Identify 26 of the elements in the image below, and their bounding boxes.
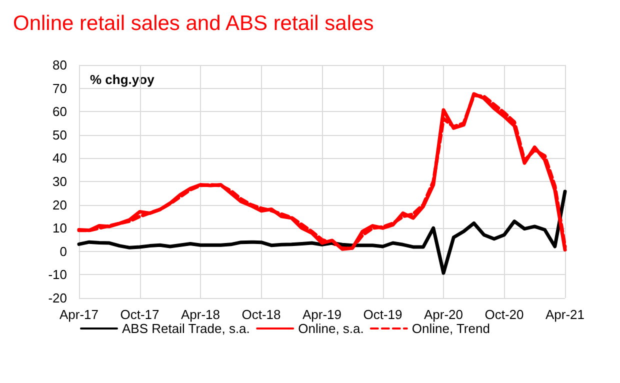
y-axis-title: % chg.yoy xyxy=(90,72,156,87)
y-tick-label: 60 xyxy=(52,104,67,120)
line-series xyxy=(77,190,567,275)
x-tick-label: Oct-19 xyxy=(363,307,402,322)
chart-title: Online retail sales and ABS retail sales xyxy=(13,12,374,35)
x-tick-label: Apr-20 xyxy=(424,307,464,322)
x-tick-label: Apr-18 xyxy=(180,307,220,322)
x-tick-label: Oct-17 xyxy=(120,307,160,322)
x-tick-label: Oct-20 xyxy=(484,307,524,322)
y-tick-label: 80 xyxy=(52,58,67,72)
legend-label: Online, Trend xyxy=(412,321,490,336)
y-tick-label: 20 xyxy=(52,197,67,212)
x-tick-label: Apr-19 xyxy=(302,307,342,322)
legend-label: ABS Retail Trade, s.a. xyxy=(122,321,250,336)
y-tick-label: -20 xyxy=(48,290,67,306)
y-tick-label: 30 xyxy=(52,174,67,189)
y-tick-label: 10 xyxy=(52,220,67,236)
y-tick-label: 40 xyxy=(52,150,67,166)
x-tick-label: Apr-21 xyxy=(545,307,585,322)
y-tick-label: 0 xyxy=(60,244,67,259)
y-tick-label: 50 xyxy=(52,127,67,142)
x-tick-label: Oct-18 xyxy=(242,307,281,322)
x-tick-label: Apr-17 xyxy=(59,307,99,322)
y-tick-label: 70 xyxy=(52,80,67,96)
legend-label: Online, s.a. xyxy=(298,321,364,336)
y-tick-label: -10 xyxy=(48,267,67,282)
